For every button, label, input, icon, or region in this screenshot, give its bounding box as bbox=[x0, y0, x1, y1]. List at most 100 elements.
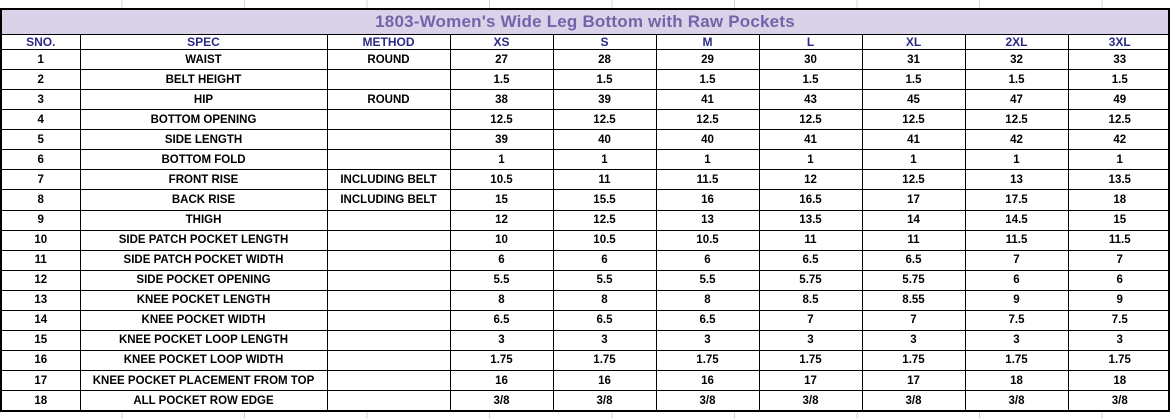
size-value-cell: 1.75 bbox=[552, 349, 657, 372]
size-value-cell: 30 bbox=[758, 48, 863, 71]
size-value-cell: 42 bbox=[964, 129, 1069, 151]
size-value-cell: 3/8 bbox=[758, 390, 863, 410]
column-header-m: M bbox=[655, 35, 760, 50]
size-value-cell: 1 bbox=[964, 149, 1069, 171]
size-value-cell: 1 bbox=[552, 149, 657, 171]
size-value-cell: 1.75 bbox=[758, 349, 863, 372]
spec-cell: THIGH bbox=[79, 209, 328, 231]
size-value-cell: 10 bbox=[449, 229, 554, 251]
size-value-cell: 1 bbox=[1067, 149, 1170, 171]
size-value-cell: 15.5 bbox=[552, 189, 657, 211]
table-row: 1 WAIST ROUND 27 28 29 30 31 32 33 bbox=[2, 48, 1170, 71]
size-value-cell: 43 bbox=[758, 89, 863, 111]
column-header-s: S bbox=[552, 35, 657, 50]
size-value-cell: 16 bbox=[552, 369, 657, 392]
sno-cell: 3 bbox=[2, 89, 81, 111]
table-row: 17 KNEE POCKET PLACEMENT FROM TOP 16 16 16 17… bbox=[2, 369, 1170, 392]
sheet-title: 1803-Women's Wide Leg Bottom with Raw Po… bbox=[2, 10, 1168, 35]
size-value-cell: 5.5 bbox=[552, 269, 657, 291]
size-value-cell: 11 bbox=[758, 229, 863, 251]
size-value-cell: 5.5 bbox=[449, 269, 554, 291]
size-value-cell: 12.5 bbox=[1067, 109, 1170, 131]
size-value-cell: 7 bbox=[964, 249, 1069, 271]
size-value-cell: 13 bbox=[964, 169, 1069, 191]
size-value-cell: 8 bbox=[552, 289, 657, 311]
size-value-cell: 10.5 bbox=[552, 229, 657, 251]
size-value-cell: 1.5 bbox=[1067, 69, 1170, 91]
column-header-method: METHOD bbox=[326, 35, 451, 50]
size-value-cell: 41 bbox=[861, 129, 966, 151]
table-row: 6 BOTTOM FOLD 1 1 1 1 1 1 1 bbox=[2, 149, 1170, 171]
size-value-cell: 12.5 bbox=[964, 109, 1069, 131]
size-value-cell: 13 bbox=[655, 209, 760, 231]
size-value-cell: 6.5 bbox=[449, 309, 554, 331]
size-value-cell: 1 bbox=[758, 149, 863, 171]
size-value-cell: 7.5 bbox=[964, 309, 1069, 331]
size-value-cell: 1.75 bbox=[861, 349, 966, 372]
size-value-cell: 49 bbox=[1067, 89, 1170, 111]
spec-cell: BACK RISE bbox=[79, 189, 328, 211]
spec-cell: SIDE PATCH POCKET LENGTH bbox=[79, 229, 328, 251]
size-value-cell: 8.55 bbox=[861, 289, 966, 311]
size-value-cell: 1.75 bbox=[964, 349, 1069, 372]
table-row: 8 BACK RISE INCLUDING BELT 15 15.5 16 16.5 17 17… bbox=[2, 189, 1170, 211]
size-value-cell: 17.5 bbox=[964, 189, 1069, 211]
size-spec-sheet: 1803-Women's Wide Leg Bottom with Raw Po… bbox=[0, 8, 1170, 412]
size-value-cell: 12 bbox=[449, 209, 554, 231]
sno-cell: 9 bbox=[2, 209, 81, 231]
sno-cell: 13 bbox=[2, 289, 81, 311]
size-value-cell: 11.5 bbox=[655, 169, 760, 191]
size-value-cell: 6 bbox=[655, 249, 760, 271]
spec-cell: SIDE LENGTH bbox=[79, 129, 328, 151]
size-value-cell: 1.5 bbox=[449, 69, 554, 91]
size-value-cell: 6 bbox=[552, 249, 657, 271]
size-value-cell: 8 bbox=[449, 289, 554, 311]
size-value-cell: 16.5 bbox=[758, 189, 863, 211]
size-value-cell: 3/8 bbox=[655, 390, 760, 410]
size-value-cell: 3 bbox=[1067, 329, 1170, 351]
column-header-sno: SNO. bbox=[2, 35, 81, 50]
column-header-xl: XL bbox=[861, 35, 966, 50]
spec-cell: KNEE POCKET LOOP LENGTH bbox=[79, 329, 328, 351]
size-value-cell: 6 bbox=[1067, 269, 1170, 291]
method-cell bbox=[326, 109, 451, 131]
size-value-cell: 40 bbox=[655, 129, 760, 151]
method-cell: ROUND bbox=[326, 48, 451, 71]
table-row: 12 SIDE POCKET OPENING 5.5 5.5 5.5 5.75 5.75 6 6 bbox=[2, 269, 1170, 291]
size-value-cell: 5.75 bbox=[758, 269, 863, 291]
size-value-cell: 40 bbox=[552, 129, 657, 151]
table-row: 9 THIGH 12 12.5 13 13.5 14 14.5 15 bbox=[2, 209, 1170, 231]
size-value-cell: 39 bbox=[449, 129, 554, 151]
size-value-cell: 33 bbox=[1067, 48, 1170, 71]
size-value-cell: 3/8 bbox=[1067, 390, 1170, 410]
table-row: 14 KNEE POCKET WIDTH 6.5 6.5 6.5 7 7 7.5 7.5 bbox=[2, 309, 1170, 331]
sno-cell: 1 bbox=[2, 48, 81, 71]
method-cell bbox=[326, 329, 451, 351]
table-row: 11 SIDE PATCH POCKET WIDTH 6 6 6 6.5 6.5 7 7 bbox=[2, 249, 1170, 271]
method-cell bbox=[326, 349, 451, 372]
size-value-cell: 3/8 bbox=[449, 390, 554, 410]
size-value-cell: 7.5 bbox=[1067, 309, 1170, 331]
size-value-cell: 6.5 bbox=[758, 249, 863, 271]
size-value-cell: 17 bbox=[861, 189, 966, 211]
size-value-cell: 9 bbox=[964, 289, 1069, 311]
size-value-cell: 5.5 bbox=[655, 269, 760, 291]
size-value-cell: 12 bbox=[758, 169, 863, 191]
size-value-cell: 14.5 bbox=[964, 209, 1069, 231]
size-value-cell: 6 bbox=[449, 249, 554, 271]
spec-cell: BOTTOM OPENING bbox=[79, 109, 328, 131]
size-value-cell: 3 bbox=[758, 329, 863, 351]
size-value-cell: 1.75 bbox=[1067, 349, 1170, 372]
method-cell bbox=[326, 390, 451, 410]
size-value-cell: 15 bbox=[449, 189, 554, 211]
size-value-cell: 28 bbox=[552, 48, 657, 71]
table-row: 4 BOTTOM OPENING 12.5 12.5 12.5 12.5 12.5 12.5 1… bbox=[2, 109, 1170, 131]
spec-cell: FRONT RISE bbox=[79, 169, 328, 191]
sno-cell: 8 bbox=[2, 189, 81, 211]
method-cell bbox=[326, 369, 451, 392]
sno-cell: 14 bbox=[2, 309, 81, 331]
method-cell: INCLUDING BELT bbox=[326, 169, 451, 191]
size-value-cell: 1.5 bbox=[655, 69, 760, 91]
size-value-cell: 3/8 bbox=[861, 390, 966, 410]
